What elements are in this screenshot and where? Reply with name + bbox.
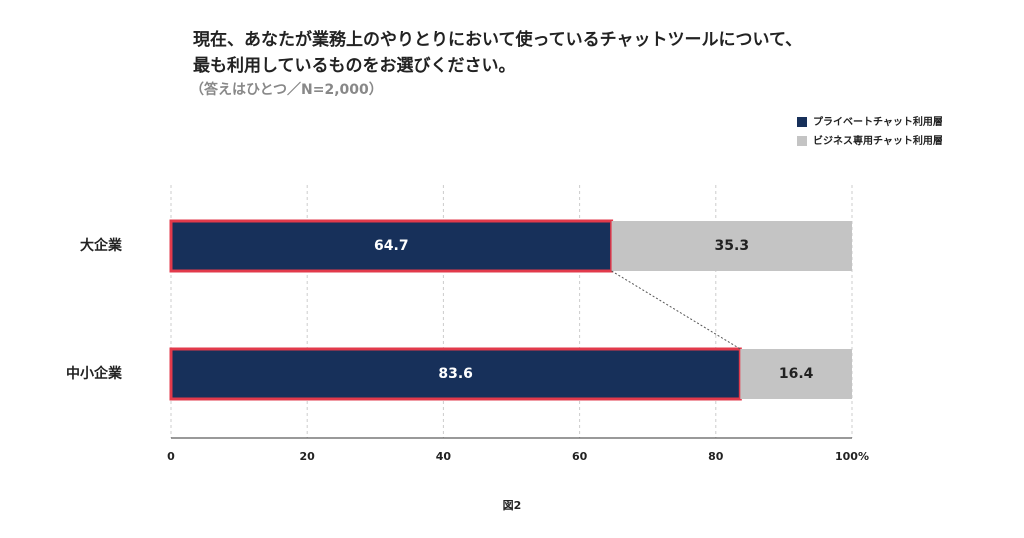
x-tick-label: 0 — [167, 450, 175, 463]
x-tick-label: 20 — [300, 450, 316, 463]
y-tick-label: 中小企業 — [66, 365, 123, 382]
chart-title: 現在、あなたが業務上のやりとりにおいて使っているチャットツールについて、 — [193, 29, 802, 50]
caption: 図2 — [503, 498, 522, 512]
x-tick-label: 80 — [708, 450, 724, 463]
bar-segment — [611, 221, 852, 271]
value-label: 35.3 — [715, 238, 750, 254]
value-label: 16.4 — [779, 366, 814, 382]
bar-segment — [169, 219, 614, 273]
x-tick-label: 100% — [835, 450, 869, 463]
legend-label: ビジネス専用チャット利用層 — [813, 134, 943, 147]
value-label: 83.6 — [438, 366, 473, 382]
x-tick-label: 40 — [436, 450, 452, 463]
legend-swatch — [797, 136, 807, 146]
legend-swatch — [797, 117, 807, 127]
connector — [611, 270, 741, 350]
y-tick-label: 大企業 — [80, 237, 123, 254]
chart-title: 最も利用しているものをお選びください。 — [193, 55, 516, 76]
legend-label: プライベートチャット利用層 — [813, 115, 943, 128]
subtitle: （答えはひとつ／N=2,000） — [190, 81, 383, 98]
x-tick-label: 60 — [572, 450, 588, 463]
value-label: 64.7 — [374, 238, 409, 254]
bar-segment — [169, 347, 742, 401]
bar-segment — [740, 349, 852, 399]
